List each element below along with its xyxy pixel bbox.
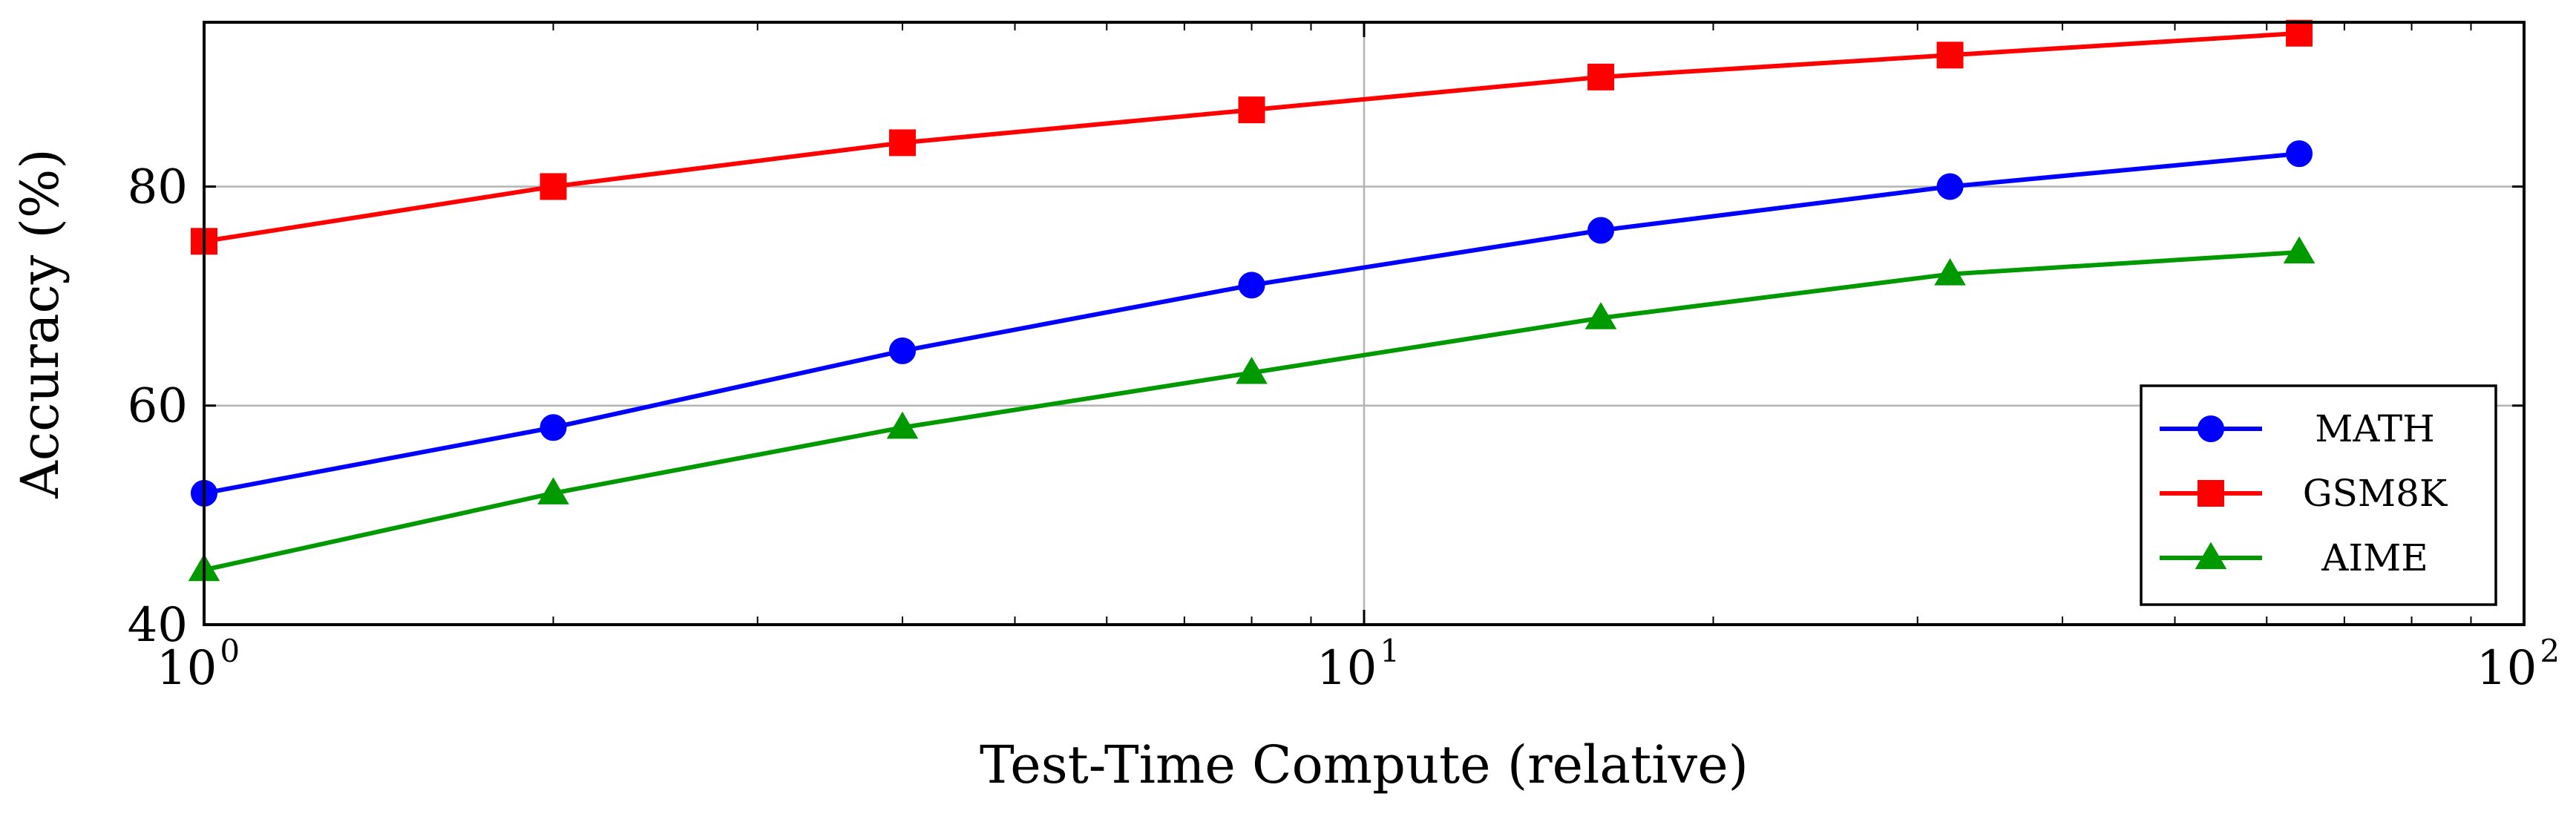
data-point-aime (1584, 302, 1617, 329)
data-point-aime (1934, 258, 1966, 286)
x-tick-exponent: 0 (220, 633, 240, 669)
x-tick-label: 101 (1317, 633, 1400, 696)
y-axis-ticks: 40 60 80 (128, 160, 2524, 653)
data-point-math (2286, 140, 2313, 168)
data-point-gsm8k (2286, 19, 2313, 47)
grid-lines (204, 22, 2524, 625)
data-point-aime (537, 477, 569, 504)
series-line-aime (203, 250, 2300, 573)
data-point-math (1936, 173, 1964, 200)
legend-label-gsm8k: GSM8K (2303, 472, 2448, 515)
data-point-math (1587, 217, 1615, 244)
data-point-math (889, 337, 917, 364)
data-point-gsm8k (1936, 42, 1964, 69)
data-point-aime (1236, 356, 1268, 384)
series-lines (188, 19, 2316, 582)
y-axis-title: Accuracy (%) (10, 148, 71, 499)
data-point-gsm8k (889, 129, 917, 157)
data-point-aime (2283, 236, 2316, 264)
y-tick-label: 60 (128, 379, 188, 434)
data-point-gsm8k (1587, 63, 1615, 91)
legend-marker-math (2198, 415, 2224, 442)
legend-items: MATH GSM8K AIME (2160, 407, 2448, 579)
data-point-math (1238, 272, 1265, 299)
legend-marker-aime (2195, 542, 2227, 570)
data-point-math (540, 414, 567, 441)
legend-label-aime: AIME (2321, 536, 2428, 579)
data-point-gsm8k (1238, 96, 1265, 124)
series-line-gsm8k (203, 30, 2300, 244)
series-line-math (203, 151, 2300, 496)
legend-marker-gsm8k (2198, 480, 2224, 507)
data-point-aime (886, 411, 919, 439)
x-tick-exponent: 1 (1380, 633, 1400, 669)
y-tick-label: 80 (128, 160, 188, 214)
x-tick-label: 102 (2477, 633, 2560, 696)
x-tick-label: 100 (157, 633, 240, 696)
y-tick-label: 40 (128, 598, 188, 653)
legend-label-math: MATH (2315, 407, 2435, 450)
x-tick-exponent: 2 (2540, 633, 2560, 669)
x-axis-title: Test-Time Compute (relative) (980, 734, 1749, 795)
data-point-gsm8k (540, 173, 567, 200)
legend: MATH GSM8K AIME (2140, 384, 2497, 606)
